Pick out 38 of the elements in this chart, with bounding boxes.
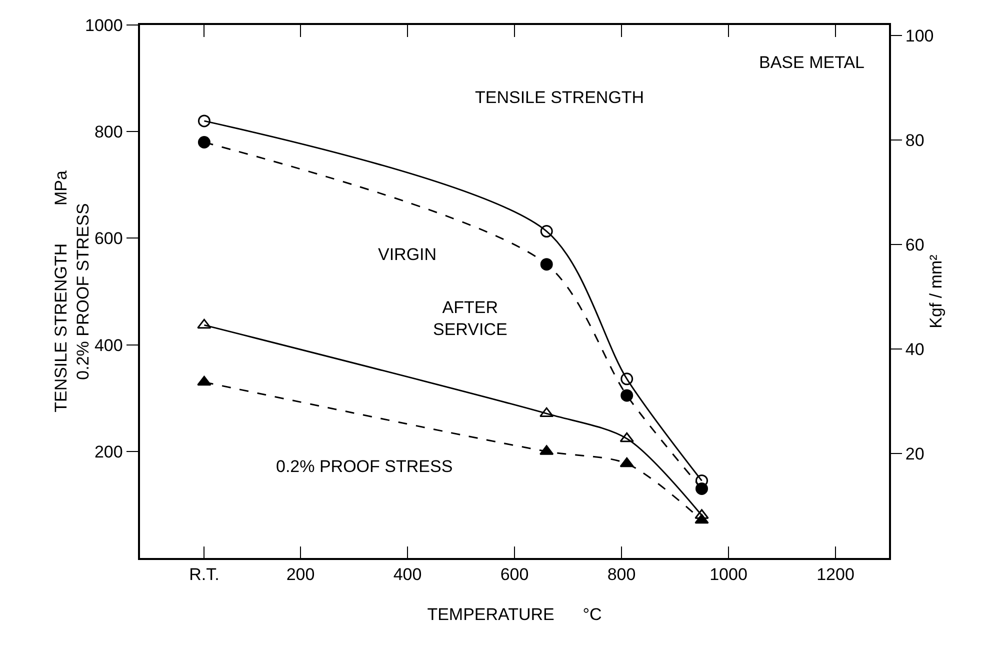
y2-tick-label: 60 bbox=[905, 235, 924, 254]
x-tick-label: 200 bbox=[286, 565, 315, 584]
annotation: 0.2% PROOF STRESS bbox=[276, 457, 453, 476]
y2-axis-title: Kgf / mm² bbox=[926, 254, 946, 328]
x-tick-label: 1200 bbox=[816, 565, 854, 584]
y-tick-label: 1000 bbox=[85, 16, 123, 35]
x-axis-title: TEMPERATURE °C bbox=[427, 605, 602, 624]
y-tick-label: 200 bbox=[94, 442, 123, 462]
point bbox=[620, 372, 634, 386]
y-axis-title: TENSILE STRENGTH MPa 0.2% PROOF STRESS bbox=[51, 170, 92, 412]
annotation: TENSILE STRENGTH bbox=[475, 88, 644, 107]
y2-tick-label: 40 bbox=[905, 340, 924, 359]
point bbox=[198, 114, 210, 128]
point bbox=[620, 432, 634, 442]
point bbox=[694, 514, 709, 524]
y2-tick-label: 100 bbox=[905, 26, 934, 46]
point bbox=[696, 482, 708, 495]
y2-tick-label: 20 bbox=[905, 444, 924, 464]
y-tick-label: 600 bbox=[94, 229, 123, 248]
x-tick-label: 600 bbox=[500, 565, 529, 584]
y-tick-label: 400 bbox=[94, 336, 123, 355]
point bbox=[540, 407, 554, 418]
x-tick-label: 1000 bbox=[710, 565, 748, 584]
point bbox=[540, 225, 553, 238]
x-tick-label: R.T. bbox=[189, 565, 220, 584]
y2-tick-label: 80 bbox=[905, 130, 924, 150]
point bbox=[198, 136, 210, 149]
annotation: VIRGIN bbox=[378, 245, 437, 264]
y-tick-label: 800 bbox=[94, 122, 123, 142]
annotation: AFTER SERVICE bbox=[433, 298, 508, 340]
point bbox=[620, 457, 634, 468]
point bbox=[540, 258, 553, 271]
point bbox=[197, 376, 212, 386]
point bbox=[197, 318, 212, 329]
annotation: BASE METAL bbox=[759, 53, 864, 72]
x-tick-label: 800 bbox=[607, 565, 636, 584]
x-tick-label: 400 bbox=[393, 565, 422, 584]
point bbox=[620, 389, 634, 402]
